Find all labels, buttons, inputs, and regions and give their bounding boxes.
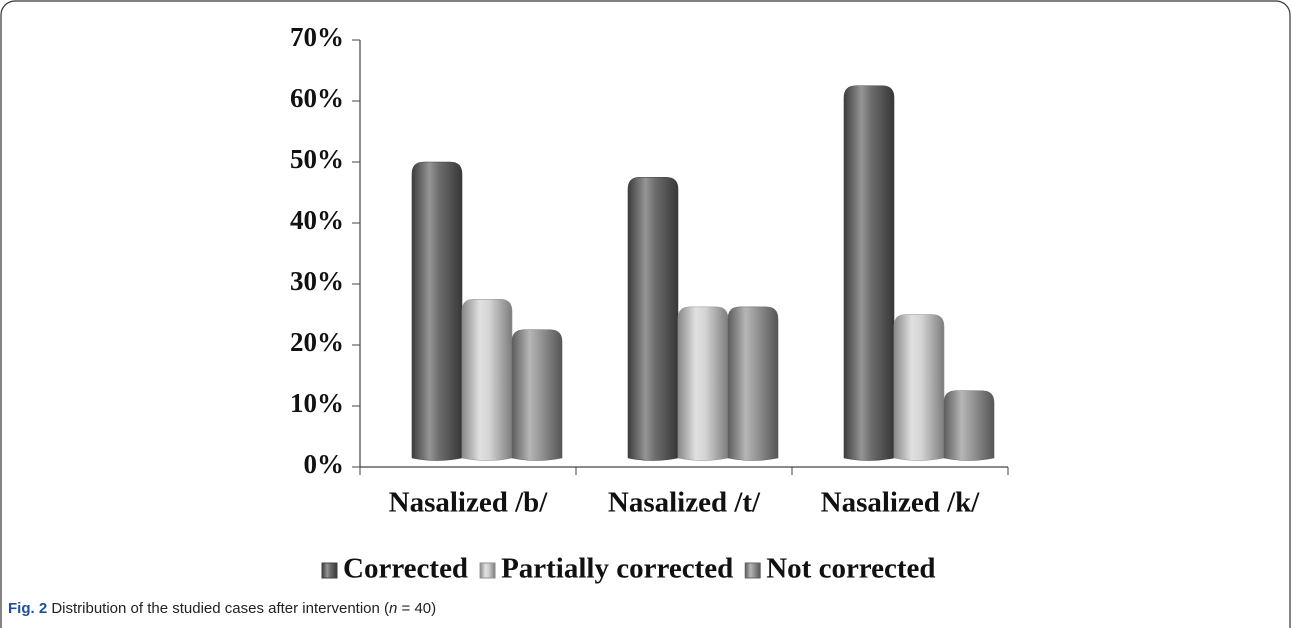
- caption-text: = 40): [397, 600, 437, 617]
- bar: [511, 329, 563, 461]
- legend-label: Corrected: [343, 553, 468, 585]
- y-tick-label: 10%: [290, 388, 344, 418]
- bar: [727, 306, 779, 461]
- legend-swatch: [479, 562, 496, 579]
- caption-text: Distribution of the studied cases after …: [47, 600, 390, 617]
- y-tick-label: 70%: [290, 22, 344, 52]
- bar: [677, 306, 729, 461]
- legend-swatch: [321, 562, 338, 579]
- y-tick-label: 30%: [290, 266, 344, 296]
- x-tick-label: Nasalized /b/: [389, 487, 549, 519]
- bar: [943, 390, 995, 461]
- y-tick-label: 0%: [304, 449, 345, 479]
- x-tick-label: Nasalized /t/: [608, 487, 761, 519]
- y-tick-label: 20%: [290, 327, 344, 357]
- y-tick-label: 60%: [290, 83, 344, 113]
- legend-label: Not corrected: [766, 553, 935, 585]
- legend-label: Partially corrected: [501, 553, 733, 585]
- bar: [843, 85, 895, 461]
- y-tick-label: 50%: [290, 144, 344, 174]
- y-tick-label: 40%: [290, 205, 344, 235]
- caption-n: n: [389, 600, 398, 617]
- legend-swatch: [744, 562, 761, 579]
- bar: [627, 176, 679, 461]
- caption: Fig. 2 Distribution of the studied cases…: [8, 600, 436, 617]
- caption-label: Fig. 2: [8, 600, 48, 617]
- bar: [893, 314, 945, 461]
- bar: [461, 298, 513, 461]
- x-tick-label: Nasalized /k/: [821, 487, 981, 519]
- bar: [411, 161, 463, 461]
